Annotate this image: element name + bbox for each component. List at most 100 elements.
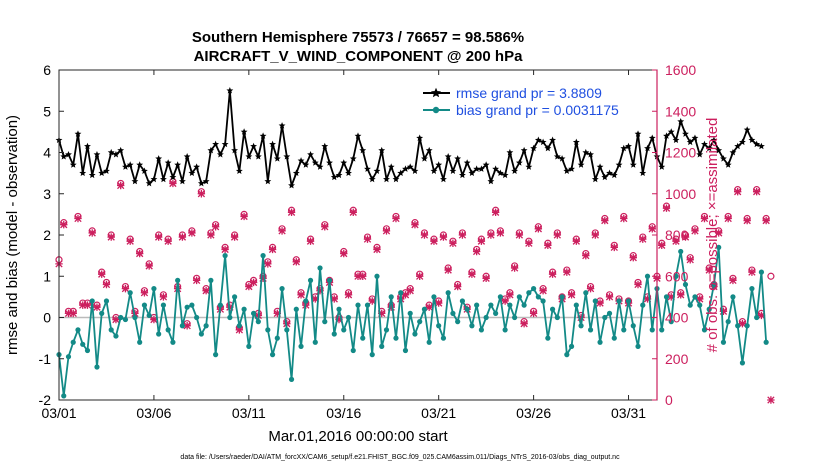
assimilated-obs-marker: [98, 270, 106, 278]
bias-point: [194, 314, 200, 321]
bias-point: [578, 323, 584, 329]
rmse-point: [748, 136, 756, 144]
assimilated-obs-marker: [202, 286, 210, 295]
bias-point: [265, 327, 271, 333]
rmse-point: [231, 146, 239, 154]
assimilated-obs-marker: [316, 286, 324, 295]
rmse-point: [197, 179, 205, 187]
rmse-point: [174, 161, 182, 168]
assimilated-obs-marker: [520, 319, 528, 328]
rmse-point: [335, 171, 343, 179]
y-axis-label: rmse and bias (model - observation): [4, 115, 21, 355]
assimilated-obs-marker: [643, 295, 652, 303]
rmse-point: [705, 144, 713, 152]
rmse-point: [672, 136, 680, 144]
bias-point: [222, 253, 228, 259]
assimilated-obs-marker: [359, 272, 367, 280]
bias-point: [236, 323, 242, 329]
assimilated-obs-marker: [292, 258, 301, 266]
assimilated-obs-marker: [539, 286, 547, 295]
bias-point: [483, 314, 489, 321]
bias-point: [692, 294, 698, 300]
bias-point: [412, 331, 418, 337]
rmse-point: [316, 163, 324, 170]
rmse-point: [240, 128, 248, 135]
y-tick-label: 1: [43, 268, 51, 284]
rmse-point: [117, 146, 125, 154]
rmse-point: [112, 150, 120, 158]
data-file-footer: data file: /Users/raeder/DAI/ATM_forcXX/…: [180, 454, 620, 461]
rmse-point: [454, 155, 462, 162]
y-axis-ticks: -2 -1 0 1 2 3 4 5 6: [39, 62, 64, 408]
bias-point: [379, 343, 385, 349]
assimilated-obs-marker: [586, 284, 595, 293]
rmse-point: [663, 132, 670, 139]
bias-point: [426, 339, 432, 345]
assimilated-obs-marker: [340, 249, 348, 258]
assimilated-obs-marker: [719, 307, 728, 316]
assimilated-obs-marker: [102, 280, 111, 289]
rmse-point: [269, 140, 276, 148]
bias-point: [89, 298, 95, 304]
assimilated-obs-marker: [159, 293, 168, 301]
bias-point: [269, 352, 276, 358]
rmse-point: [254, 153, 262, 160]
rmse-point: [202, 177, 210, 185]
bias-point: [464, 306, 470, 312]
assimilated-obs-marker: [477, 237, 486, 245]
assimilated-obs-marker: [472, 247, 481, 256]
bias-point: [407, 310, 413, 316]
bias-point: [99, 310, 105, 316]
bias-point: [678, 248, 684, 255]
bias-point: [364, 302, 371, 308]
x-tick-label: 03/21: [421, 405, 456, 421]
rmse-point: [691, 134, 699, 141]
assimilated-obs-marker: [691, 227, 699, 235]
assimilated-obs-marker: [567, 291, 576, 299]
rmse-point: [487, 177, 495, 185]
assimilated-obs-marker: [150, 315, 158, 324]
rmse-point: [610, 171, 618, 179]
assimilated-obs-marker: [197, 190, 206, 198]
rmse-point: [534, 136, 542, 144]
bias-point: [383, 327, 390, 333]
assimilated-obs-marker: [700, 214, 709, 223]
y-tick-label: 6: [43, 62, 51, 78]
assimilated-obs-marker: [582, 251, 590, 260]
rmse-point: [188, 169, 196, 177]
bias-point: [298, 343, 304, 349]
bias-point: [293, 306, 299, 312]
rmse-point: [60, 153, 68, 160]
rmse-point: [458, 171, 466, 179]
assimilated-obs-marker: [230, 233, 239, 241]
assimilated-obs-marker: [468, 270, 476, 278]
bias-point: [512, 314, 518, 321]
rmse-point: [288, 181, 295, 189]
assimilated-obs-marker: [135, 249, 144, 258]
rmse-point: [330, 173, 338, 181]
bias-point: [355, 302, 361, 308]
rmse-point: [425, 146, 433, 154]
bias-point: [184, 304, 190, 310]
bias-point: [493, 310, 499, 316]
bias-point: [246, 343, 252, 349]
assimilated-obs-marker: [221, 245, 229, 254]
assimilated-obs-marker: [330, 295, 338, 303]
bias-point: [625, 298, 632, 304]
bias-point: [716, 244, 722, 250]
rmse-point: [563, 167, 571, 174]
assimilated-obs-marker: [767, 396, 775, 404]
assimilated-obs-marker: [577, 313, 585, 322]
assimilated-obs-marker: [629, 253, 637, 262]
rmse-point: [383, 175, 390, 183]
assimilated-obs-marker: [69, 309, 77, 318]
assimilated-obs-marker: [458, 231, 467, 239]
bias-point: [455, 319, 461, 325]
y2-tick-label: 1400: [665, 103, 696, 119]
rmse-point: [511, 167, 519, 174]
assimilated-obs-marker: [287, 208, 296, 217]
rmse-point: [710, 136, 718, 144]
rmse-point: [321, 142, 329, 150]
rmse-point: [326, 159, 333, 166]
rmse-point: [402, 165, 409, 172]
